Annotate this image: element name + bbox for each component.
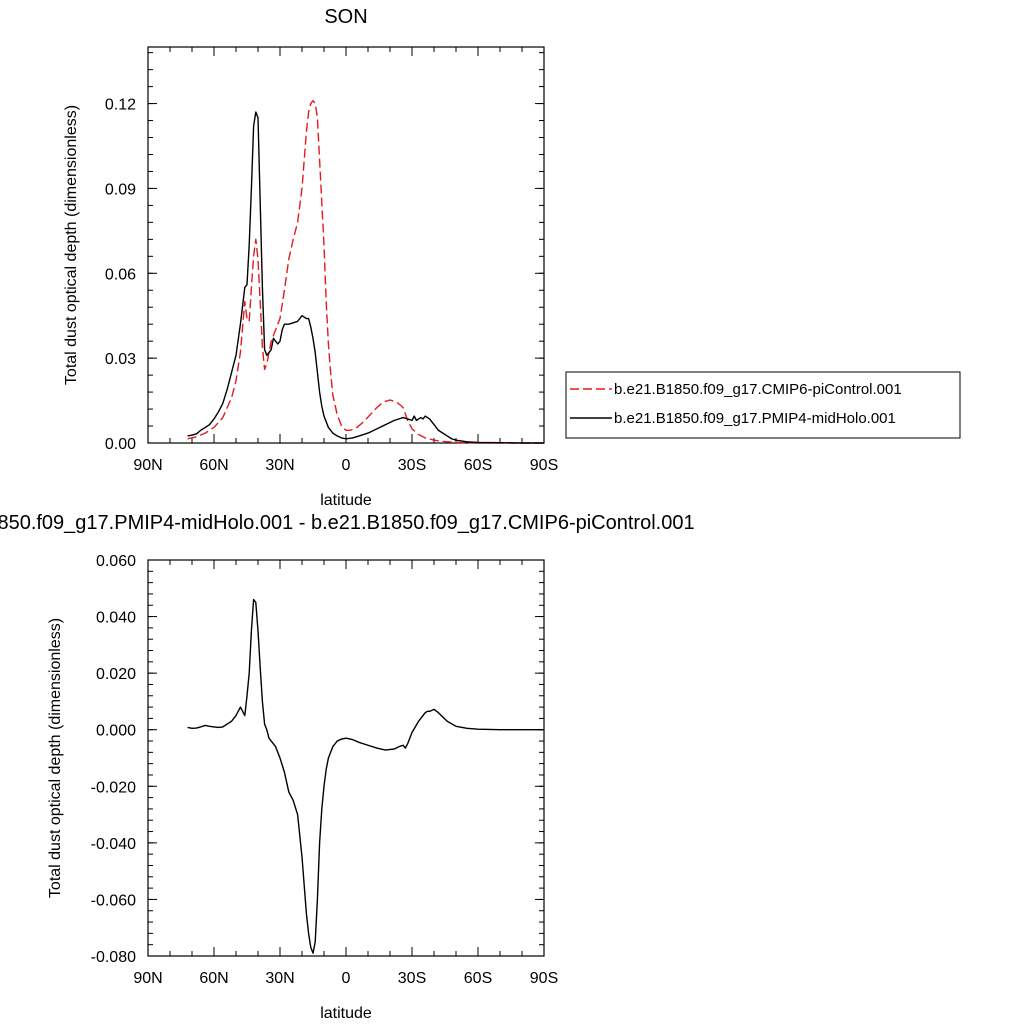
top-y-tick-label: 0.12 xyxy=(105,97,136,114)
top-chart: SON 90N 60N 30N 0 30S 60S 90S 0.00 0.03 0.06 0.09 0… xyxy=(63,6,558,509)
bottom-y-tick-label: -0.020 xyxy=(91,779,136,796)
bottom-x-tick-label: 0 xyxy=(342,970,351,987)
bottom-x-tick-label: 30S xyxy=(398,970,426,987)
top-x-tick-label: 90N xyxy=(133,457,162,474)
bottom-chart-y-axis-label: Total dust optical depth (dimensionless) xyxy=(47,618,64,898)
top-y-tick-label: 0.03 xyxy=(105,351,136,368)
bottom-chart-x-axis-label: latitude xyxy=(320,1005,372,1022)
top-x-tick-label: 30N xyxy=(265,457,294,474)
top-chart-x-axis-label: latitude xyxy=(320,492,372,509)
top-x-tick-label: 60S xyxy=(464,457,492,474)
bottom-x-tick-label: 60S xyxy=(464,970,492,987)
bottom-series-line-0 xyxy=(187,598,544,954)
top-y-tick-label: 0.09 xyxy=(105,181,136,198)
top-series-line-0 xyxy=(187,100,544,444)
bottom-x-tick-label: 30N xyxy=(265,970,294,987)
bottom-x-tick-label: 90S xyxy=(530,970,558,987)
bottom-chart-frame xyxy=(147,559,545,957)
top-y-tick-label: 0.06 xyxy=(105,266,136,283)
bottom-x-tick-label: 60N xyxy=(199,970,228,987)
top-chart-y-axis-label: Total dust optical depth (dimensionless) xyxy=(63,105,80,385)
legend-entry-piControl: b.e21.B1850.f09_g17.CMIP6-piControl.001 xyxy=(614,381,902,398)
top-y-tick-label: 0.00 xyxy=(105,436,136,453)
bottom-y-tick-label: -0.080 xyxy=(91,949,136,966)
top-x-tick-label: 90S xyxy=(530,457,558,474)
bottom-y-tick-label: -0.060 xyxy=(91,892,136,909)
top-chart-frame xyxy=(147,46,545,444)
bottom-y-tick-label: 0.060 xyxy=(96,553,136,570)
top-series-line-1 xyxy=(187,111,544,444)
bottom-y-tick-label: 0.040 xyxy=(96,610,136,627)
bottom-chart-title: 850.f09_g17.PMIP4-midHolo.001 - b.e21.B1… xyxy=(0,512,695,534)
top-chart-title: SON xyxy=(324,6,367,28)
legend-box xyxy=(565,371,961,439)
bottom-x-tick-label: 90N xyxy=(133,970,162,987)
bottom-y-tick-label: 0.000 xyxy=(96,723,136,740)
top-x-tick-label: 0 xyxy=(342,457,351,474)
bottom-chart: 850.f09_g17.PMIP4-midHolo.001 - b.e21.B1… xyxy=(0,512,695,1022)
legend-entry-midHolo: b.e21.B1850.f09_g17.PMIP4-midHolo.001 xyxy=(614,410,896,427)
top-x-tick-label: 30S xyxy=(398,457,426,474)
legend: b.e21.B1850.f09_g17.CMIP6-piControl.001 … xyxy=(565,371,961,439)
bottom-y-tick-label: -0.040 xyxy=(91,836,136,853)
bottom-y-tick-label: 0.020 xyxy=(96,666,136,683)
top-x-tick-label: 60N xyxy=(199,457,228,474)
